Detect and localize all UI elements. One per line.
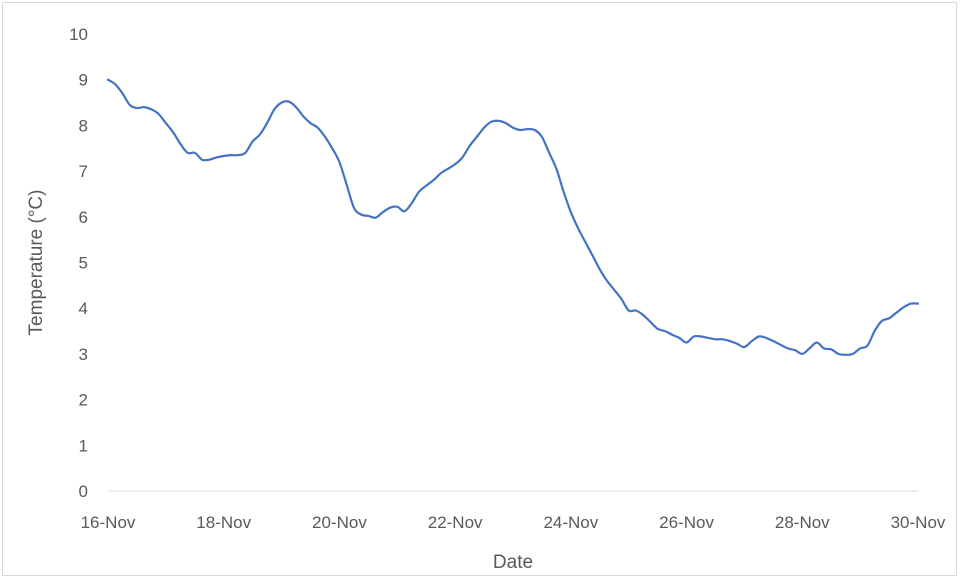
x-axis-title: Date bbox=[493, 552, 533, 573]
x-tick-label: 18-Nov bbox=[196, 513, 251, 532]
y-tick-label: 0 bbox=[79, 482, 88, 501]
y-tick-label: 8 bbox=[79, 116, 88, 135]
y-tick-label: 9 bbox=[79, 71, 88, 90]
y-tick-label: 2 bbox=[79, 391, 88, 410]
x-tick-label: 20-Nov bbox=[312, 513, 367, 532]
x-axis-ticks: 16-Nov 18-Nov 20-Nov 22-Nov 24-Nov 26-Nov 28-N… bbox=[81, 513, 946, 532]
y-tick-label: 10 bbox=[69, 25, 88, 44]
y-axis-ticks: 0 1 2 3 4 5 6 7 8 9 10 bbox=[69, 25, 88, 501]
x-tick-label: 28-Nov bbox=[775, 513, 830, 532]
x-tick-label: 22-Nov bbox=[428, 513, 483, 532]
temperature-series-line bbox=[106, 78, 920, 356]
y-tick-label: 6 bbox=[79, 208, 88, 227]
y-tick-label: 3 bbox=[79, 345, 88, 364]
y-tick-label: 7 bbox=[79, 162, 88, 181]
y-tick-label: 4 bbox=[79, 299, 88, 318]
y-axis-title: Temperature (°C) bbox=[26, 190, 47, 336]
x-tick-label: 24-Nov bbox=[543, 513, 598, 532]
x-tick-label: 30-Nov bbox=[891, 513, 946, 532]
y-tick-label: 5 bbox=[79, 254, 88, 273]
y-tick-label: 1 bbox=[79, 436, 88, 455]
x-tick-label: 16-Nov bbox=[81, 513, 136, 532]
x-tick-label: 26-Nov bbox=[659, 513, 714, 532]
